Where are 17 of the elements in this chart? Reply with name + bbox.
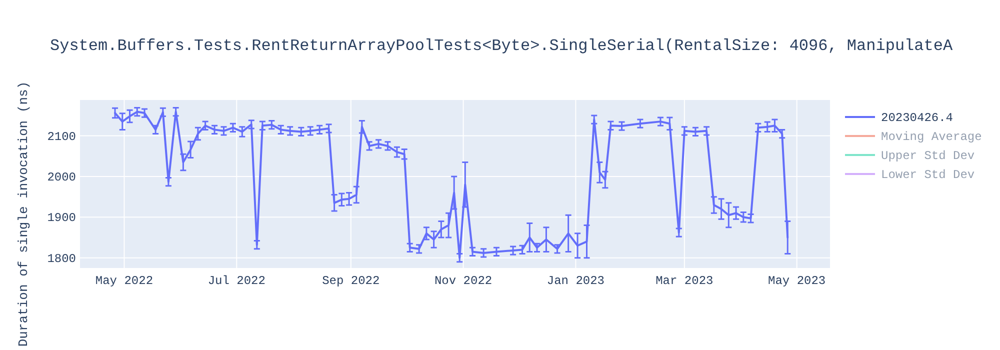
y-tick-label: 2000 bbox=[47, 170, 76, 184]
x-tick-label: Jul 2022 bbox=[208, 274, 266, 288]
y-tick-label: 1900 bbox=[47, 211, 76, 226]
y-axis-title: Duration of single invocation (ns) bbox=[16, 81, 31, 347]
legend-label: Upper Std Dev bbox=[881, 149, 975, 163]
y-tick-label: 2100 bbox=[47, 130, 76, 144]
x-tick-label: Nov 2022 bbox=[434, 274, 492, 288]
x-tick-label: May 2022 bbox=[95, 274, 154, 288]
legend-label: 20230426.4 bbox=[881, 111, 954, 125]
legend-label: Moving Average bbox=[881, 130, 982, 144]
chart-title: System.Buffers.Tests.RentReturnArrayPoolTests<Byte>.SingleSerial(RentalSize: 4096, ManipulateA bbox=[50, 37, 953, 55]
legend-label: Lower Std Dev bbox=[881, 168, 975, 182]
x-tick-label: Sep 2022 bbox=[322, 274, 380, 288]
x-tick-label: Mar 2023 bbox=[656, 274, 714, 288]
x-tick-label: May 2023 bbox=[768, 274, 826, 288]
y-tick-label: 1800 bbox=[47, 252, 76, 266]
x-tick-label: Jan 2023 bbox=[546, 274, 605, 288]
